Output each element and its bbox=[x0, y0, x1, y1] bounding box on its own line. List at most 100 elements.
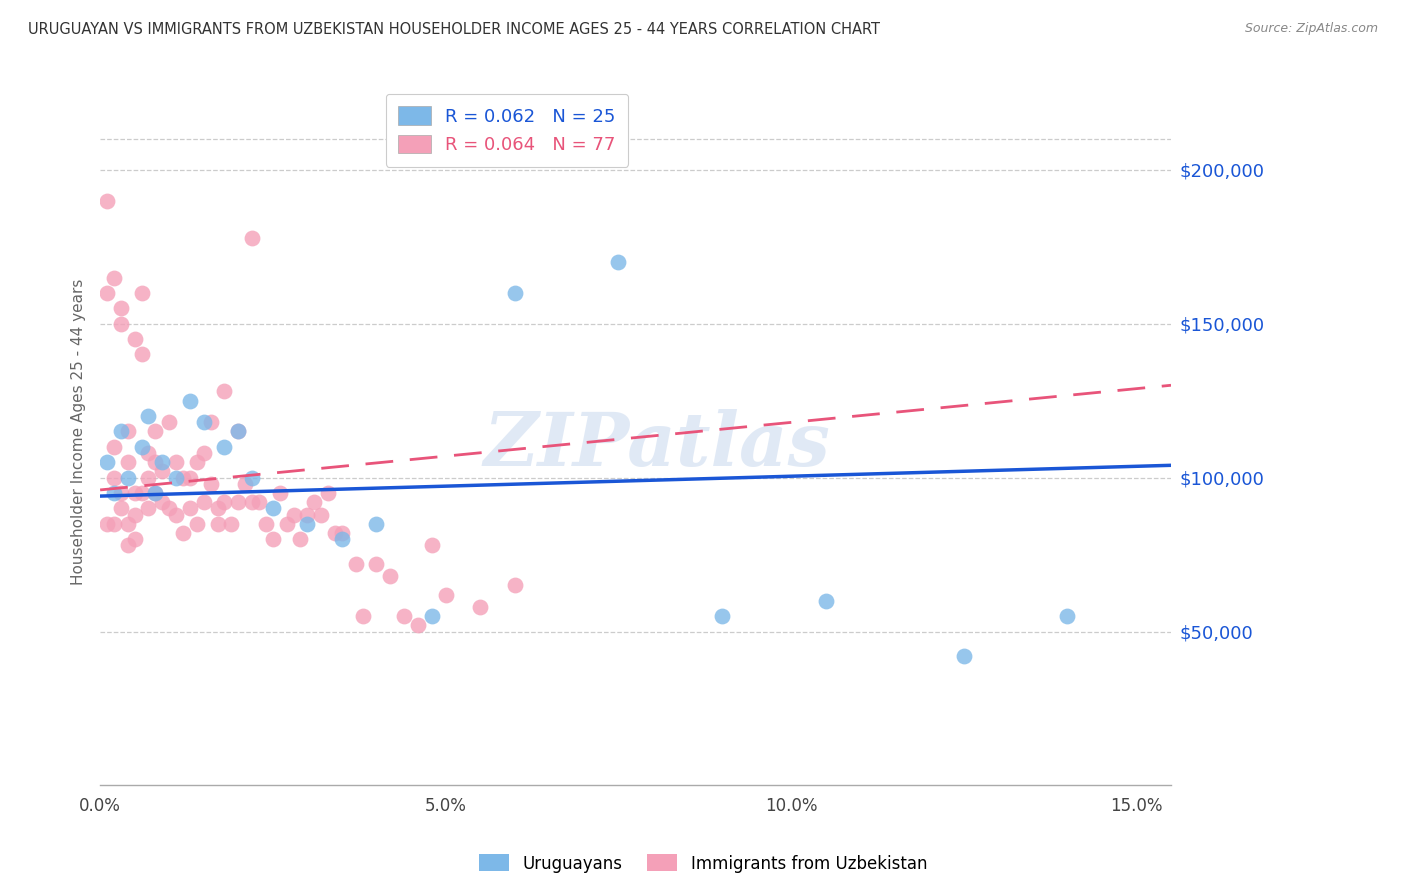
Point bbox=[330, 526, 353, 541]
Point bbox=[157, 415, 180, 429]
Point bbox=[110, 301, 132, 316]
Point bbox=[110, 486, 132, 500]
Point bbox=[165, 470, 187, 484]
Point bbox=[330, 532, 353, 546]
Point bbox=[262, 532, 284, 546]
Point bbox=[179, 501, 201, 516]
Text: Source: ZipAtlas.com: Source: ZipAtlas.com bbox=[1244, 22, 1378, 36]
Point bbox=[214, 384, 236, 399]
Point bbox=[145, 425, 167, 439]
Point bbox=[269, 486, 291, 500]
Point bbox=[214, 495, 236, 509]
Point bbox=[240, 495, 263, 509]
Point bbox=[165, 455, 187, 469]
Point bbox=[193, 446, 215, 460]
Point bbox=[952, 649, 974, 664]
Point bbox=[131, 440, 153, 454]
Point bbox=[103, 516, 125, 531]
Point bbox=[150, 495, 173, 509]
Point bbox=[96, 285, 118, 300]
Point bbox=[309, 508, 332, 522]
Point bbox=[145, 455, 167, 469]
Point bbox=[110, 317, 132, 331]
Point bbox=[207, 501, 229, 516]
Point bbox=[304, 495, 326, 509]
Point bbox=[344, 557, 367, 571]
Point bbox=[179, 393, 201, 408]
Point bbox=[131, 285, 153, 300]
Point bbox=[131, 486, 153, 500]
Point bbox=[138, 501, 160, 516]
Point bbox=[240, 470, 263, 484]
Point bbox=[226, 495, 249, 509]
Point bbox=[96, 455, 118, 469]
Point bbox=[503, 578, 526, 592]
Point bbox=[124, 532, 146, 546]
Point bbox=[103, 440, 125, 454]
Point bbox=[226, 425, 249, 439]
Point bbox=[124, 508, 146, 522]
Point bbox=[193, 495, 215, 509]
Point bbox=[406, 618, 429, 632]
Legend: R = 0.062   N = 25, R = 0.064   N = 77: R = 0.062 N = 25, R = 0.064 N = 77 bbox=[385, 94, 628, 167]
Point bbox=[297, 508, 319, 522]
Point bbox=[316, 486, 339, 500]
Point bbox=[200, 415, 222, 429]
Point bbox=[138, 409, 160, 423]
Point bbox=[503, 285, 526, 300]
Point bbox=[96, 516, 118, 531]
Point bbox=[172, 470, 194, 484]
Point bbox=[200, 476, 222, 491]
Point bbox=[240, 230, 263, 244]
Point bbox=[172, 526, 194, 541]
Point bbox=[607, 255, 630, 269]
Point bbox=[366, 516, 388, 531]
Point bbox=[814, 593, 837, 607]
Point bbox=[179, 470, 201, 484]
Point bbox=[124, 332, 146, 346]
Point bbox=[420, 538, 443, 552]
Y-axis label: Householder Income Ages 25 - 44 years: Householder Income Ages 25 - 44 years bbox=[72, 278, 86, 584]
Point bbox=[110, 425, 132, 439]
Point bbox=[193, 415, 215, 429]
Point bbox=[254, 516, 277, 531]
Legend: Uruguayans, Immigrants from Uzbekistan: Uruguayans, Immigrants from Uzbekistan bbox=[472, 847, 934, 880]
Point bbox=[131, 347, 153, 361]
Point bbox=[214, 440, 236, 454]
Point bbox=[186, 516, 208, 531]
Point bbox=[420, 609, 443, 624]
Point bbox=[96, 194, 118, 208]
Point bbox=[117, 516, 139, 531]
Point bbox=[138, 470, 160, 484]
Point bbox=[352, 609, 374, 624]
Point bbox=[117, 538, 139, 552]
Point bbox=[157, 501, 180, 516]
Text: ZIPatlas: ZIPatlas bbox=[484, 409, 831, 482]
Point bbox=[233, 476, 256, 491]
Point bbox=[221, 516, 243, 531]
Point bbox=[392, 609, 415, 624]
Point bbox=[290, 532, 312, 546]
Point bbox=[186, 455, 208, 469]
Point bbox=[1056, 609, 1078, 624]
Point bbox=[710, 609, 733, 624]
Point bbox=[165, 508, 187, 522]
Point bbox=[145, 486, 167, 500]
Point bbox=[207, 516, 229, 531]
Point bbox=[297, 516, 319, 531]
Point bbox=[117, 455, 139, 469]
Point bbox=[145, 486, 167, 500]
Text: URUGUAYAN VS IMMIGRANTS FROM UZBEKISTAN HOUSEHOLDER INCOME AGES 25 - 44 YEARS CO: URUGUAYAN VS IMMIGRANTS FROM UZBEKISTAN … bbox=[28, 22, 880, 37]
Point bbox=[247, 495, 270, 509]
Point bbox=[103, 486, 125, 500]
Point bbox=[283, 508, 305, 522]
Point bbox=[110, 501, 132, 516]
Point bbox=[103, 470, 125, 484]
Point bbox=[117, 425, 139, 439]
Point bbox=[380, 569, 402, 583]
Point bbox=[150, 455, 173, 469]
Point bbox=[150, 465, 173, 479]
Point bbox=[366, 557, 388, 571]
Point bbox=[323, 526, 346, 541]
Point bbox=[276, 516, 298, 531]
